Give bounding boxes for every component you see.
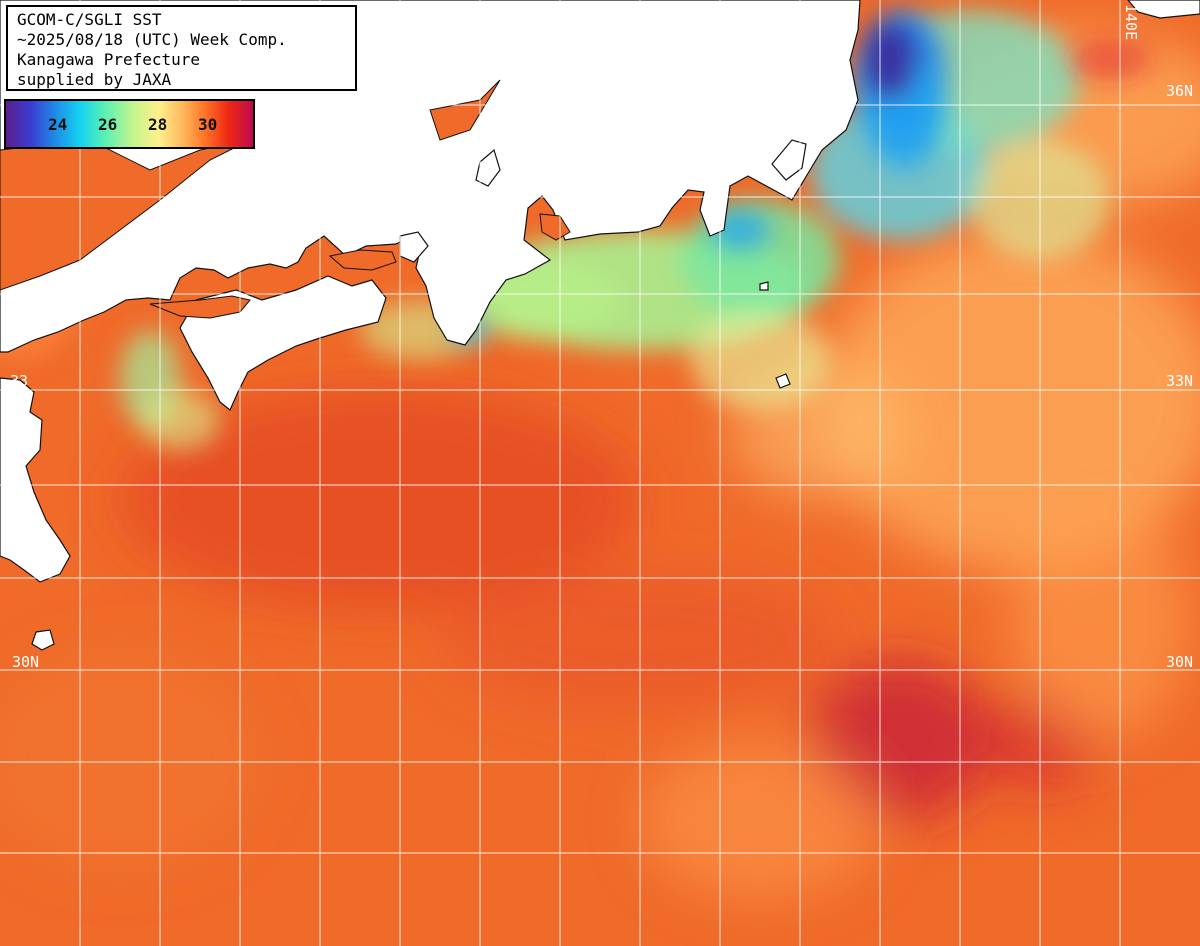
title-box: GCOM-C/SGLI SST ~2025/08/18 (UTC) Week C… [6, 5, 357, 91]
land-noto [771, 139, 807, 181]
lon-label-134e: 134E [484, 4, 502, 40]
title-date: ~2025/08/18 (UTC) Week Comp. [17, 30, 287, 49]
legend-tick-28: 28 [148, 115, 168, 134]
land-island-3 [775, 373, 791, 389]
lon-label-140e: 140E [1122, 4, 1140, 40]
color-legend: 24 26 28 30 [4, 99, 255, 149]
title-credit: supplied by JAXA [17, 70, 172, 89]
title-product: GCOM-C/SGLI SST [17, 10, 162, 29]
lat-label-36n-right: 36N [1166, 82, 1194, 100]
lat-label-30n-right: 30N [1166, 653, 1194, 671]
lat-label-33n-right: 33N [1166, 372, 1194, 390]
title-region: Kanagawa Prefecture [17, 50, 201, 69]
land-kyushu [0, 377, 71, 583]
legend-tick-26: 26 [98, 115, 118, 134]
land-island-2 [31, 629, 55, 651]
inland-sea [0, 79, 571, 319]
lat-label-33-left: 33 [10, 372, 29, 390]
lat-label-30n-left: 30N [12, 653, 40, 671]
land-island-1 [475, 148, 501, 187]
land-island-5 [759, 281, 769, 291]
legend-tick-24: 24 [48, 115, 68, 134]
land-island-4 [1127, 0, 1200, 19]
legend-tick-30: 30 [198, 115, 218, 134]
